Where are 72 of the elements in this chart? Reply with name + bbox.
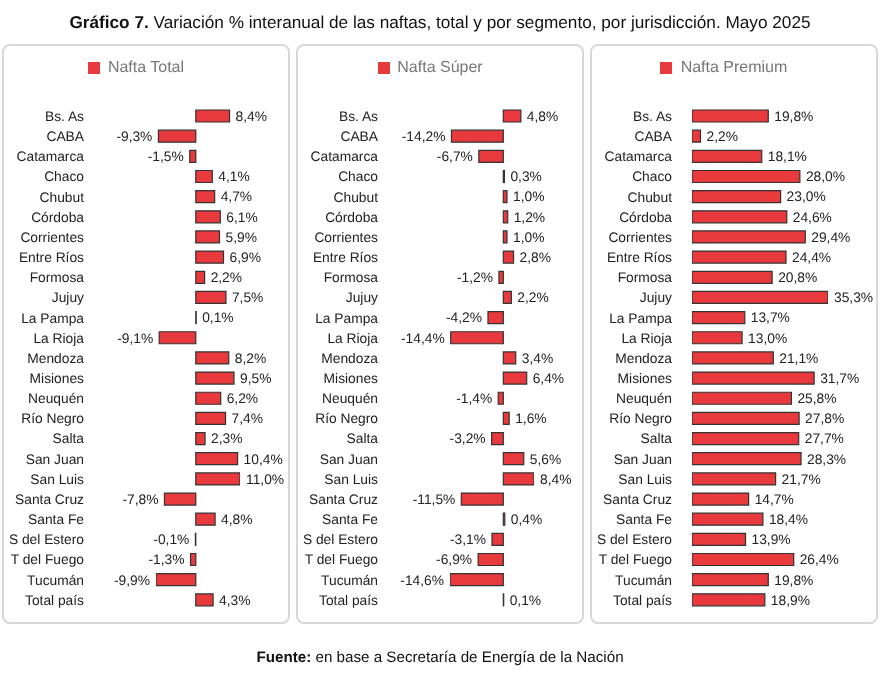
bar bbox=[692, 129, 702, 143]
legend-label: Nafta Total bbox=[107, 58, 185, 76]
bar bbox=[195, 230, 221, 244]
bar bbox=[189, 149, 197, 163]
bar bbox=[156, 573, 197, 587]
bar bbox=[195, 210, 221, 224]
bar bbox=[502, 371, 528, 385]
bar bbox=[195, 472, 240, 486]
bar bbox=[692, 190, 782, 204]
bar bbox=[692, 311, 746, 325]
bar bbox=[195, 190, 216, 204]
bar bbox=[450, 331, 504, 345]
bar bbox=[692, 250, 787, 264]
bar bbox=[195, 270, 206, 284]
bar bbox=[450, 573, 504, 587]
bar bbox=[692, 351, 774, 365]
bar bbox=[195, 593, 214, 607]
bar bbox=[450, 129, 504, 143]
bar bbox=[502, 210, 509, 224]
legend-label: Nafta Súper bbox=[397, 58, 483, 76]
bar bbox=[692, 472, 777, 486]
bar bbox=[692, 593, 766, 607]
bar bbox=[163, 492, 197, 506]
bar bbox=[498, 270, 504, 284]
bar bbox=[195, 431, 206, 446]
bar bbox=[692, 210, 788, 224]
bar bbox=[692, 169, 801, 184]
bar bbox=[502, 250, 515, 264]
bar bbox=[692, 270, 773, 284]
bar bbox=[189, 552, 197, 567]
bar bbox=[692, 290, 828, 305]
bar bbox=[692, 532, 747, 546]
bar bbox=[692, 552, 795, 567]
bar bbox=[487, 311, 504, 325]
bar bbox=[491, 431, 504, 446]
bar bbox=[502, 472, 534, 486]
bar bbox=[692, 452, 802, 466]
bar bbox=[478, 149, 504, 163]
bar bbox=[195, 169, 213, 184]
bar bbox=[497, 391, 504, 405]
bar bbox=[692, 149, 763, 163]
bar bbox=[692, 371, 815, 385]
bar bbox=[692, 109, 769, 123]
bar bbox=[477, 552, 504, 567]
bar bbox=[692, 331, 743, 345]
bar bbox=[692, 230, 806, 244]
bar bbox=[158, 331, 197, 345]
bar bbox=[692, 573, 769, 587]
bar bbox=[502, 452, 525, 466]
bar bbox=[195, 351, 230, 365]
bar bbox=[502, 351, 517, 365]
bar bbox=[195, 290, 227, 305]
bar bbox=[692, 431, 800, 446]
bar bbox=[692, 492, 750, 506]
bar bbox=[692, 391, 792, 405]
bar bbox=[692, 411, 800, 425]
bar bbox=[502, 411, 510, 425]
bar bbox=[195, 512, 216, 526]
bar bbox=[195, 411, 227, 425]
legend-label: Nafta Premium bbox=[680, 58, 788, 76]
bar bbox=[460, 492, 504, 506]
bar bbox=[195, 452, 239, 466]
bar bbox=[195, 250, 225, 264]
bar bbox=[157, 129, 197, 143]
bar bbox=[502, 290, 512, 305]
bar bbox=[692, 512, 764, 526]
bar bbox=[491, 532, 504, 546]
bar bbox=[195, 391, 222, 405]
bar bbox=[195, 371, 235, 385]
bar bbox=[195, 109, 231, 123]
bar bbox=[502, 109, 522, 123]
text: Gráfico 7. Variación % interanual de las naftas, total y por segmento, por jurisdicción. Mayo 2025 bbox=[67, 12, 813, 32]
